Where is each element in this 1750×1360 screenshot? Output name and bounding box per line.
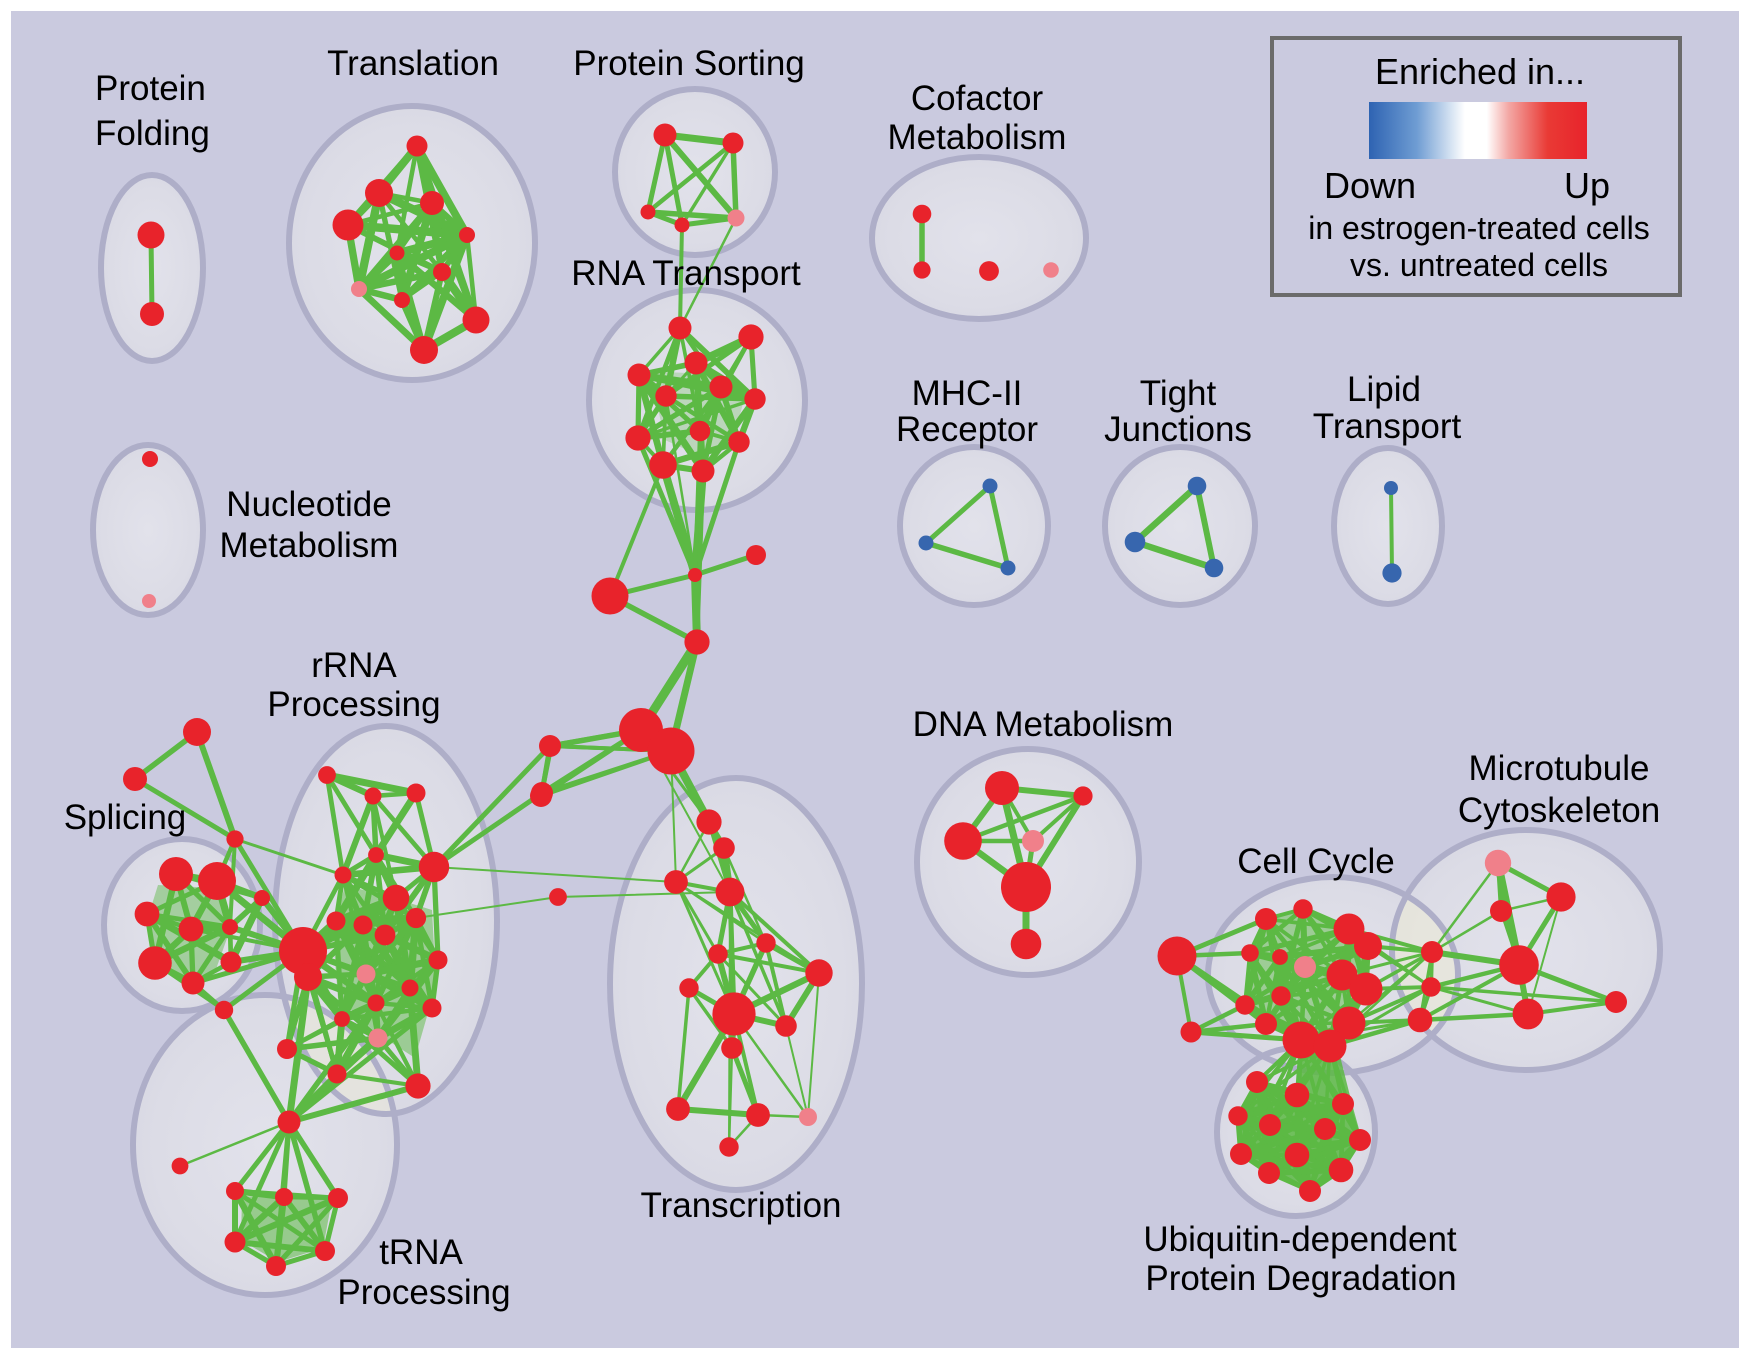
svg-text:Microtubule: Microtubule — [1469, 749, 1650, 788]
svg-text:Splicing: Splicing — [64, 798, 187, 837]
svg-text:Transcription: Transcription — [641, 1186, 842, 1225]
svg-text:Transport: Transport — [1313, 407, 1462, 446]
svg-text:Translation: Translation — [327, 44, 499, 83]
svg-text:Cofactor: Cofactor — [911, 79, 1044, 118]
svg-text:rRNA: rRNA — [311, 646, 397, 685]
svg-text:Metabolism: Metabolism — [888, 118, 1067, 157]
svg-text:MHC-II: MHC-II — [912, 374, 1023, 413]
svg-text:tRNA: tRNA — [379, 1233, 463, 1272]
svg-text:Junctions: Junctions — [1104, 410, 1252, 449]
svg-text:vs. untreated cells: vs. untreated cells — [1350, 247, 1608, 283]
svg-text:Metabolism: Metabolism — [220, 526, 399, 565]
svg-text:Ubiquitin-dependent: Ubiquitin-dependent — [1143, 1220, 1457, 1259]
svg-text:Cell Cycle: Cell Cycle — [1237, 842, 1395, 881]
svg-text:DNA Metabolism: DNA Metabolism — [913, 705, 1174, 744]
svg-text:Enriched in...: Enriched in... — [1375, 51, 1585, 92]
svg-text:Processing: Processing — [267, 685, 440, 724]
svg-text:Tight: Tight — [1140, 374, 1217, 413]
svg-text:Protein Degradation: Protein Degradation — [1145, 1259, 1456, 1298]
svg-text:Lipid: Lipid — [1347, 370, 1421, 409]
svg-text:Up: Up — [1564, 165, 1610, 206]
svg-text:Cytoskeleton: Cytoskeleton — [1458, 791, 1660, 830]
svg-text:Protein: Protein — [95, 69, 206, 108]
svg-text:RNA Transport: RNA Transport — [571, 254, 801, 293]
svg-text:Folding: Folding — [95, 114, 210, 153]
svg-text:Down: Down — [1324, 165, 1416, 206]
svg-text:in estrogen-treated cells: in estrogen-treated cells — [1308, 210, 1650, 246]
svg-text:Nucleotide: Nucleotide — [226, 485, 391, 524]
svg-text:Processing: Processing — [337, 1273, 510, 1312]
svg-text:Protein Sorting: Protein Sorting — [573, 44, 805, 83]
svg-text:Receptor: Receptor — [896, 410, 1038, 449]
